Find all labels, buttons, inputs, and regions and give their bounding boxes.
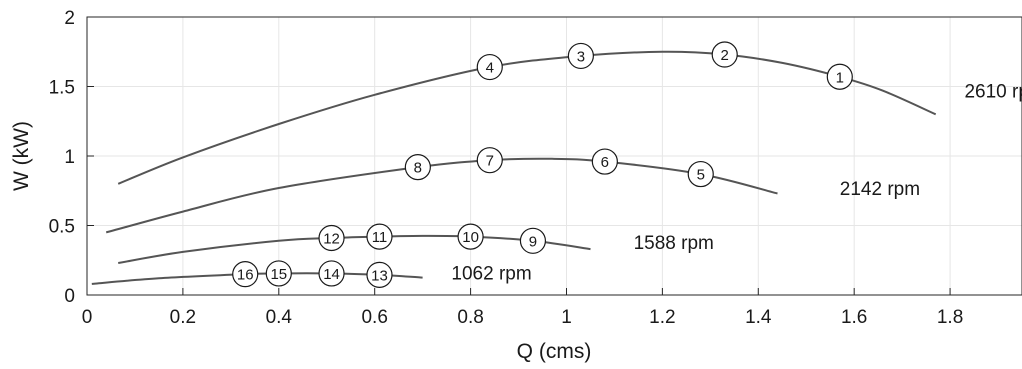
x-tick-label: 1.4	[745, 307, 772, 328]
series-line	[118, 234, 591, 264]
point-marker-label: 16	[237, 267, 254, 284]
point-marker-label: 5	[697, 167, 705, 184]
x-tick-label: 0	[82, 307, 93, 328]
y-tick-label: 2	[64, 8, 75, 29]
point-marker-label: 7	[486, 153, 494, 170]
point-marker-circle	[687, 160, 714, 188]
point-marker-circle	[404, 154, 431, 181]
point-marker: 10	[457, 223, 484, 250]
point-marker: 1	[826, 63, 853, 90]
series-line	[117, 50, 937, 185]
x-tick-label: 0.4	[266, 307, 293, 328]
x-tick-label: 1.2	[649, 307, 675, 328]
point-marker-label: 4	[486, 60, 494, 77]
point-marker-circle	[366, 223, 393, 250]
series-labels: 2610 rpm 2142 rpm 1588 rpm 1062 rpm	[451, 82, 1022, 285]
series-label: 1588 rpm	[634, 233, 714, 254]
x-axis-ticks: 0 0.2 0.4 0.6 0.8 1 1.2 1.4 1.6 1.8	[82, 288, 963, 328]
point-marker-label: 6	[601, 154, 609, 171]
point-marker-circle	[591, 148, 618, 175]
x-axis-label: Q (cms)	[517, 340, 592, 363]
point-marker: 2	[711, 41, 738, 68]
x-tick-label: 0.2	[170, 307, 196, 328]
point-marker-label: 15	[270, 266, 287, 283]
point-marker: 9	[519, 227, 547, 254]
point-marker-label: 9	[529, 233, 537, 250]
series-label: 1062 rpm	[451, 264, 531, 285]
point-marker-circle	[476, 147, 503, 174]
y-tick-label: 0.5	[49, 217, 75, 238]
y-tick-label: 0	[64, 286, 75, 307]
x-tick-label: 1	[561, 307, 572, 328]
y-axis-ticks: 0 0.5 1 1.5 2	[49, 8, 94, 307]
point-marker-circle	[826, 63, 853, 90]
series-line	[105, 157, 778, 234]
point-marker: 3	[567, 42, 594, 70]
point-marker: 8	[404, 154, 431, 181]
y-axis-label: W (kW)	[10, 121, 33, 191]
point-marker-circle	[711, 41, 738, 68]
point-marker: 4	[476, 53, 503, 81]
point-marker-label: 3	[577, 48, 585, 65]
point-marker: 14	[318, 260, 345, 287]
y-tick-label: 1	[64, 147, 75, 168]
point-marker: 5	[687, 160, 714, 188]
x-tick-label: 1.6	[841, 307, 867, 328]
point-marker: 11	[366, 223, 393, 250]
y-tick-label: 1.5	[49, 78, 75, 99]
point-marker-circle	[457, 223, 484, 250]
point-marker: 16	[232, 261, 259, 288]
point-marker-circle	[318, 260, 345, 287]
point-marker-label: 14	[323, 266, 340, 283]
point-marker-label: 1	[836, 69, 844, 86]
point-marker: 13	[366, 261, 393, 288]
point-marker-circle	[265, 260, 292, 287]
point-marker-label: 2	[721, 47, 729, 64]
point-marker: 7	[476, 147, 503, 174]
point-marker-circle	[366, 261, 393, 288]
x-tick-label: 0.6	[361, 307, 387, 328]
point-marker-circle	[567, 42, 594, 70]
point-marker: 15	[265, 260, 292, 287]
x-tick-label: 1.8	[937, 307, 963, 328]
point-marker-circle	[318, 224, 345, 252]
point-marker: 6	[591, 148, 618, 175]
series-label: 2610 rpm	[964, 82, 1022, 103]
point-marker-label: 10	[462, 229, 479, 246]
point-marker-label: 13	[371, 267, 388, 284]
point-marker-circle	[232, 261, 259, 288]
point-marker-circle	[476, 53, 503, 81]
x-tick-label: 0.8	[457, 307, 483, 328]
point-marker-label: 12	[323, 231, 340, 248]
point-marker: 12	[318, 224, 345, 252]
point-marker-label: 8	[414, 160, 422, 177]
point-marker-label: 11	[372, 229, 388, 246]
series-label: 2142 rpm	[840, 179, 920, 200]
point-marker-circle	[519, 227, 547, 254]
